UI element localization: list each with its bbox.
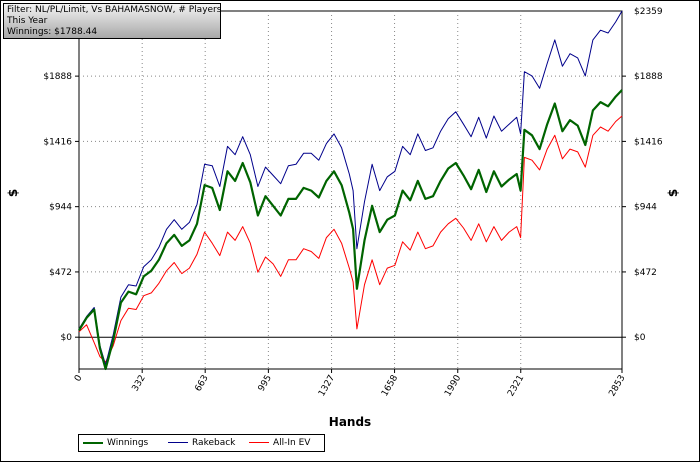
filter-text: Filter: NL/PL/Limit, Vs BAHAMASNOW, # Pl… xyxy=(7,5,221,15)
legend-label: Rakeback xyxy=(192,438,236,448)
x-tick-label: 2321 xyxy=(506,374,526,399)
x-axis-title: Hands xyxy=(329,415,371,429)
filter-period: This Year xyxy=(7,16,48,26)
y-tick-label-left: $944 xyxy=(49,203,72,213)
y-tick-label-left: $472 xyxy=(49,268,72,278)
legend-item-rakeback: Rakeback xyxy=(168,438,235,448)
series-lines xyxy=(78,10,623,371)
y-axis-title-right: $ xyxy=(666,189,680,197)
y-tick-label-right: $944 xyxy=(634,203,657,213)
legend-swatch-allin-ev xyxy=(249,442,269,443)
legend-label: Winnings xyxy=(107,438,149,448)
x-tick-label: 995 xyxy=(257,374,274,394)
series-line-winnings xyxy=(78,89,623,371)
x-tick-label: 663 xyxy=(194,374,211,394)
plot-area xyxy=(78,10,623,370)
x-tick-label: 332 xyxy=(131,374,148,394)
series-line-rakeback xyxy=(78,10,623,366)
y-tick-label-left: $0 xyxy=(61,333,73,343)
filter-info-box: Filter: NL/PL/Limit, Vs BAHAMASNOW, # Pl… xyxy=(3,3,221,39)
y-axis-title-left: $ xyxy=(6,189,20,197)
legend-item-allin-ev: All-In EV xyxy=(249,438,310,448)
x-tick-label: 1327 xyxy=(317,374,337,399)
chart-legend: Winnings Rakeback All-In EV xyxy=(78,434,325,452)
winnings-total: Winnings: $1788.44 xyxy=(7,27,98,37)
y-tick-label-left: $1888 xyxy=(43,72,72,82)
legend-swatch-rakeback xyxy=(168,442,188,443)
legend-swatch-winnings xyxy=(83,441,103,444)
y-tick-label-right: $0 xyxy=(634,333,646,343)
legend-item-winnings: Winnings xyxy=(83,438,148,448)
y-tick-label-right: $1888 xyxy=(634,72,663,82)
y-tick-label-left: $1416 xyxy=(43,137,72,147)
series-line-allin-ev xyxy=(78,115,623,363)
y-tick-label-right: $472 xyxy=(634,268,657,278)
y-max-label-right: $2359 xyxy=(634,7,663,17)
x-tick-label: 2853 xyxy=(607,374,627,399)
x-tick-label: 0 xyxy=(73,373,85,383)
x-tick-label: 1990 xyxy=(443,373,463,398)
legend-label: All-In EV xyxy=(273,438,311,448)
y-tick-label-right: $1416 xyxy=(634,137,663,147)
x-tick-label: 1658 xyxy=(380,373,400,398)
